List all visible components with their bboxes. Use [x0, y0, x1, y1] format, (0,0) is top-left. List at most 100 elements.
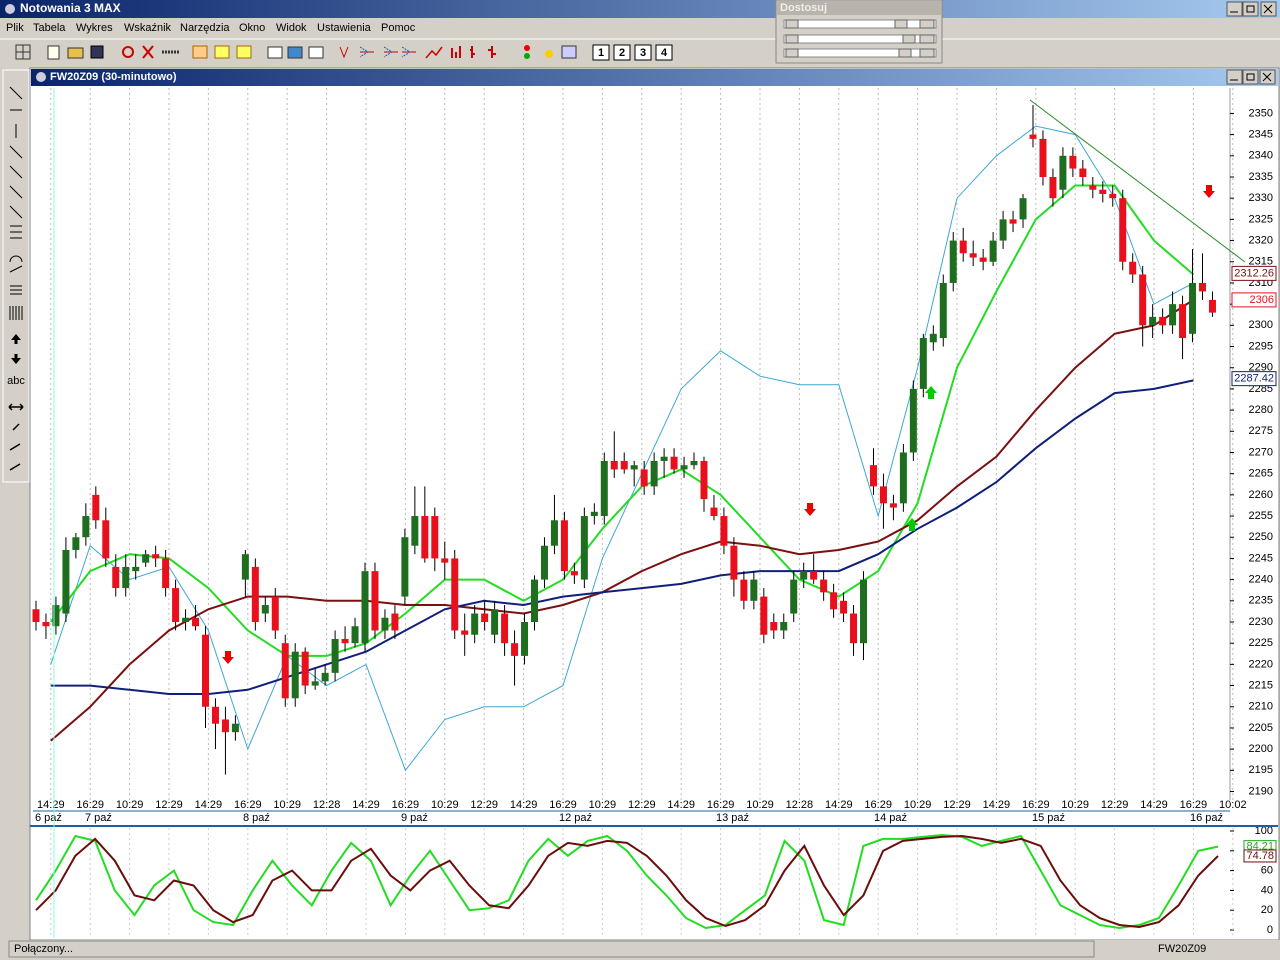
indicator-line	[50, 299, 1194, 742]
day-label: 13 paź	[716, 812, 749, 824]
candle-body	[62, 549, 70, 614]
layout-buttons[interactable]: 1 2 3 4	[592, 44, 673, 61]
toolbar	[15, 44, 577, 60]
candle-body	[690, 460, 698, 466]
layout-button-label[interactable]: 2	[619, 47, 625, 59]
status-bar	[0, 940, 1280, 960]
chart-icon	[36, 72, 46, 82]
candle-body	[301, 651, 309, 686]
x-tick-label: 14:29	[37, 799, 65, 811]
x-tick-label: 16:29	[1022, 799, 1050, 811]
side-toolbar	[2, 69, 30, 483]
adjust-panel	[775, 0, 943, 64]
candle-body	[281, 643, 289, 699]
x-tick-label: 12:29	[1101, 799, 1129, 811]
candle-body	[830, 592, 838, 610]
candle-body	[211, 706, 219, 724]
candle-body	[531, 579, 538, 622]
y-tick-label: 2190	[1249, 785, 1273, 797]
candle-body	[172, 588, 180, 622]
menu-item[interactable]: Okno	[239, 22, 265, 34]
candle-body	[192, 617, 200, 627]
osc-y-tick-label: 40	[1261, 884, 1273, 896]
y-tick-label: 2220	[1249, 658, 1273, 670]
candle-body	[152, 554, 160, 559]
candle-body	[600, 460, 608, 517]
candle-body	[1019, 198, 1027, 220]
candle-body	[750, 579, 758, 601]
x-tick-label: 12:28	[786, 799, 814, 811]
y-tick-label: 2240	[1249, 574, 1273, 586]
candle-body	[929, 333, 937, 343]
candle-body	[660, 456, 668, 461]
candle-body	[979, 257, 987, 262]
osc-y-tick-label: 60	[1261, 865, 1273, 877]
candle-body	[1059, 155, 1067, 190]
candle-body	[381, 617, 389, 631]
candle-body	[361, 571, 369, 644]
day-label: 12 paź	[559, 812, 592, 824]
candle-body	[570, 571, 578, 576]
window-buttons[interactable]	[1226, 1, 1277, 17]
candle-body	[321, 672, 329, 682]
x-tick-label: 12:29	[470, 799, 498, 811]
candle-body	[680, 465, 688, 470]
candle-body	[421, 516, 429, 559]
menu-item[interactable]: Ustawienia	[317, 22, 372, 34]
osc-y-tick-label: 0	[1267, 924, 1273, 936]
day-label: 6 paź	[35, 812, 62, 824]
menu-item[interactable]: Wskaźnik	[124, 22, 172, 34]
layout-button-label[interactable]: 3	[640, 47, 646, 59]
x-tick-label: 16:29	[1180, 799, 1208, 811]
candle-body	[441, 558, 449, 563]
layout-button[interactable]	[613, 44, 631, 61]
candle-body	[201, 634, 209, 707]
y-tick-label: 2300	[1249, 319, 1273, 331]
y-tick-label: 2225	[1249, 637, 1273, 649]
candle-body	[511, 643, 519, 656]
candle-body	[162, 558, 170, 589]
candle-body	[82, 516, 90, 538]
y-tick-label: 2340	[1249, 150, 1273, 162]
layout-button[interactable]	[592, 44, 610, 61]
y-tick-label: 2275	[1249, 425, 1273, 437]
candle-body	[32, 609, 40, 622]
menu-item[interactable]: Pomoc	[381, 22, 416, 34]
x-tick-label: 14:29	[352, 799, 380, 811]
indicator-line	[50, 184, 1195, 657]
menu-item[interactable]: Tabela	[33, 22, 66, 34]
candle-body	[740, 579, 748, 601]
y-tick-label: 2345	[1249, 129, 1273, 141]
candle-body	[810, 571, 818, 580]
candle-body	[1139, 274, 1147, 326]
day-label: 15 paź	[1032, 812, 1065, 824]
chart-window-buttons[interactable]	[1226, 69, 1276, 85]
candle-body	[670, 456, 678, 470]
menu-item[interactable]: Narzędzia	[180, 22, 230, 34]
menu-item[interactable]: Wykres	[76, 22, 113, 34]
candle-body	[311, 681, 319, 686]
menu-item[interactable]: Plik	[6, 22, 24, 34]
layout-button[interactable]	[655, 44, 673, 61]
layout-button-label[interactable]: 1	[598, 47, 604, 59]
x-tick-label: 10:29	[746, 799, 774, 811]
chart-title-bar	[31, 69, 1278, 86]
layout-button[interactable]	[634, 44, 652, 61]
candle-body	[590, 511, 598, 517]
title-bar	[0, 0, 1280, 18]
candle-body	[999, 219, 1007, 241]
candle-body	[241, 554, 249, 580]
candle-body	[869, 465, 877, 487]
panel-title: Dostosuj	[780, 2, 827, 14]
x-tick-label: 16:29	[864, 799, 892, 811]
layout-button-label[interactable]: 4	[661, 47, 668, 59]
candle-body	[52, 605, 60, 627]
price-marker: 2312.26	[1234, 267, 1274, 279]
x-tick-label: 16:29	[549, 799, 577, 811]
candle-body	[949, 240, 957, 283]
menu-item[interactable]: Widok	[276, 22, 307, 34]
candle-body	[1069, 155, 1077, 169]
candle-body	[261, 605, 269, 614]
price-marker: 2287.42	[1234, 373, 1274, 385]
text-tool[interactable]: abc	[7, 375, 25, 387]
